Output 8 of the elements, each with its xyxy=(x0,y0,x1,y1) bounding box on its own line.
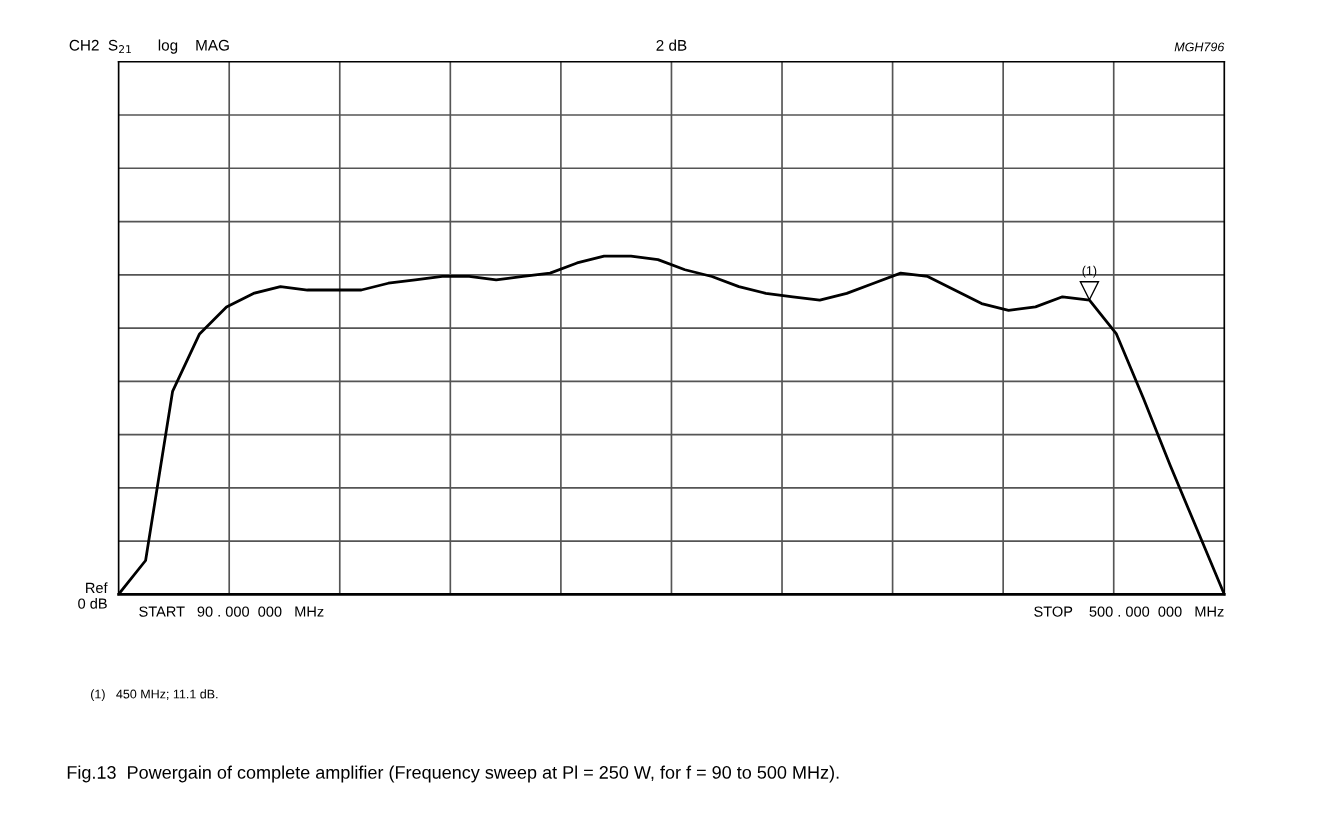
text: STOP 500 . 000 000 MHz xyxy=(1034,606,1224,617)
text: START 90 . 000 000 MHz xyxy=(139,606,324,617)
chart-title: CH2 S$_{21}$ log MAG xyxy=(69,39,229,54)
text: MGH796 xyxy=(1174,42,1225,52)
text: (1) 450 MHz; 11.1 dB. xyxy=(91,689,218,701)
text: Ref 0 dB xyxy=(78,582,108,609)
caption: Fig.13 Powergain of complete amplifier (Frequency sweep at Pl = 250 W, for f = 90 to 500 MHz). xyxy=(67,765,839,783)
chart-subtitle: 2 dB xyxy=(656,39,687,51)
